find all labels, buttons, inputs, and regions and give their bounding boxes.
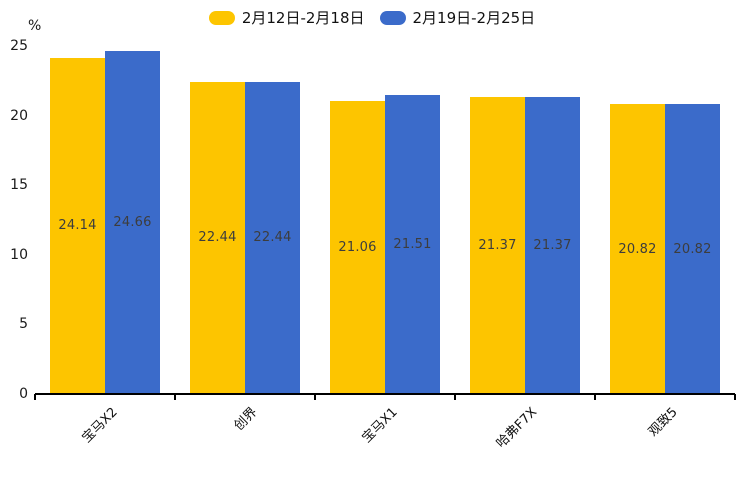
legend: 2月12日-2月18日 2月19日-2月25日: [0, 7, 744, 28]
bar-series1-cat0: 24.66: [105, 50, 160, 394]
bar-series0-cat4: 20.82: [610, 104, 665, 394]
bar-value-label: 20.82: [618, 241, 657, 257]
bar-value-label: 24.66: [113, 214, 152, 230]
bar-series0-cat0: 24.14: [50, 57, 105, 394]
x-axis-tick: [594, 394, 596, 400]
y-axis-unit-label: %: [28, 18, 42, 34]
bar-value-label: 22.44: [198, 230, 237, 246]
y-axis-tick-label: 25: [10, 38, 28, 54]
bar-value-label: 22.44: [253, 230, 292, 246]
y-axis-tick-label: 15: [10, 177, 28, 194]
x-axis-category-label: 创界: [231, 404, 261, 434]
bar-series0-cat2: 21.06: [330, 100, 385, 394]
bar-series0-cat3: 21.37: [470, 96, 525, 394]
legend-label: 2月12日-2月18日: [241, 9, 365, 27]
x-axis-line: [35, 393, 735, 395]
legend-color-swatch-icon: [208, 10, 235, 25]
x-axis-tick: [34, 394, 36, 400]
bar-value-label: 20.82: [673, 241, 712, 257]
legend-color-swatch-icon: [379, 10, 406, 25]
legend-label: 2月19日-2月25日: [412, 9, 536, 27]
bar-series1-cat2: 21.51: [385, 94, 440, 394]
bar-series0-cat1: 22.44: [190, 81, 245, 394]
y-axis-tick-label: 5: [19, 316, 28, 333]
x-axis-category-label: 哈弗F7X: [494, 404, 541, 452]
x-axis-tick: [734, 394, 736, 400]
y-axis-tick-label: 10: [10, 246, 28, 263]
bar-series1-cat3: 21.37: [525, 96, 580, 394]
x-axis-tick: [314, 394, 316, 400]
bar-value-label: 21.06: [338, 239, 377, 255]
bar-value-label: 21.51: [393, 236, 432, 252]
bar-value-label: 24.14: [58, 218, 97, 234]
bar-series1-cat4: 20.82: [665, 104, 720, 394]
x-axis-category-label: 宝马X2: [79, 404, 121, 446]
bar-series1-cat1: 22.44: [245, 81, 300, 394]
x-axis-tick: [174, 394, 176, 400]
y-axis-tick-label: 0: [19, 386, 28, 402]
x-axis-tick: [454, 394, 456, 400]
legend-item-series-0[interactable]: 2月12日-2月18日: [208, 7, 365, 28]
x-axis-category-label: 宝马X1: [359, 404, 401, 446]
legend-item-series-1[interactable]: 2月19日-2月25日: [379, 7, 536, 28]
bar-value-label: 21.37: [478, 237, 517, 253]
y-axis-tick-label: 20: [10, 107, 28, 124]
bar-value-label: 21.37: [533, 237, 572, 253]
x-axis-category-label: 观致5: [645, 404, 681, 440]
